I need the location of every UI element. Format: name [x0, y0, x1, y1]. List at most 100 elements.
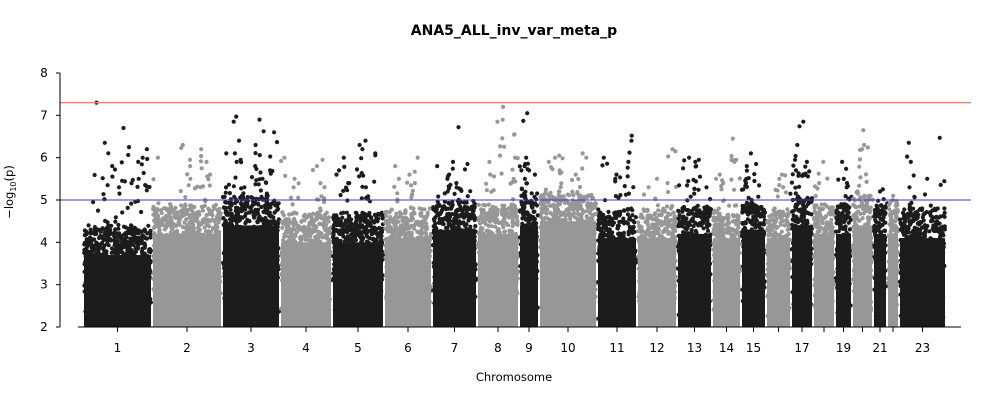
data-point [157, 228, 162, 233]
data-point [281, 238, 286, 243]
chart-title: ANA5_ALL_inv_var_meta_p [411, 23, 617, 39]
data-point [106, 243, 111, 248]
data-point [338, 219, 343, 224]
data-point [528, 213, 533, 219]
data-point [108, 237, 113, 242]
data-point [203, 218, 208, 223]
data-point [176, 220, 181, 225]
data-point [367, 235, 372, 241]
data-point [102, 237, 107, 242]
data-point [233, 208, 238, 213]
data-point [177, 214, 182, 219]
data-point [112, 167, 118, 172]
data-point [182, 212, 187, 217]
data-point [268, 154, 273, 159]
data-point [397, 210, 402, 215]
data-point [102, 243, 107, 248]
peak-point [341, 155, 346, 160]
data-point [229, 203, 234, 208]
data-point [359, 213, 364, 218]
data-point [577, 184, 583, 190]
data-point [383, 210, 388, 215]
data-point [276, 206, 281, 212]
data-point [579, 213, 584, 218]
data-point [139, 229, 144, 234]
data-point [292, 216, 297, 221]
data-point [243, 220, 248, 225]
data-point [173, 205, 178, 210]
data-point [172, 211, 177, 216]
data-point [187, 215, 192, 220]
peak-point [105, 183, 110, 188]
data-point [96, 249, 101, 254]
data-point [351, 237, 357, 243]
data-point [576, 202, 581, 207]
data-point [347, 181, 352, 186]
data-point [486, 230, 491, 235]
data-point [458, 204, 463, 209]
data-point [377, 212, 383, 217]
data-point [590, 204, 595, 209]
data-point [363, 216, 368, 221]
data-point [560, 156, 565, 161]
chromosome-6-points [383, 155, 434, 327]
data-point [502, 216, 507, 221]
data-point [249, 175, 255, 180]
data-point [519, 200, 524, 205]
data-point [82, 242, 87, 247]
data-point [374, 216, 379, 221]
data-point [132, 250, 137, 255]
data-point [403, 211, 408, 216]
data-point [288, 195, 294, 200]
data-point [405, 180, 410, 185]
data-point [318, 206, 323, 211]
data-point [224, 209, 229, 215]
data-point [409, 183, 414, 188]
data-point [410, 216, 415, 221]
data-point [215, 208, 220, 213]
peak-point [253, 164, 258, 169]
data-point [314, 216, 320, 221]
data-point [559, 181, 564, 186]
data-point [434, 204, 439, 209]
data-point [580, 207, 585, 213]
data-point [424, 215, 429, 220]
data-point [293, 221, 298, 226]
data-point [432, 218, 437, 223]
data-point [292, 210, 297, 215]
data-point [242, 214, 248, 219]
data-point [153, 213, 158, 218]
data-point [406, 232, 411, 237]
data-point [96, 242, 101, 247]
data-point [523, 189, 528, 194]
data-point [144, 236, 149, 241]
data-point [174, 215, 179, 221]
data-point [443, 215, 448, 220]
chromosome-5-core [333, 242, 383, 327]
data-point [473, 224, 478, 229]
data-point [155, 216, 161, 221]
data-point [156, 201, 161, 206]
data-point [241, 191, 246, 196]
data-point [88, 230, 93, 235]
data-point [580, 166, 585, 171]
data-point [197, 221, 202, 226]
data-point [347, 213, 352, 219]
data-point [185, 223, 190, 228]
peak-point [573, 172, 578, 177]
chromosome-1-points [82, 100, 153, 327]
data-point [519, 168, 524, 173]
chromosome-5-points [330, 138, 386, 327]
data-point [497, 153, 503, 158]
chromosome-9-core [520, 225, 538, 327]
data-point [534, 203, 540, 208]
data-points [82, 100, 948, 327]
peak-point [102, 140, 107, 145]
data-point [283, 173, 288, 178]
data-point [269, 219, 274, 224]
data-point [397, 214, 403, 219]
chromosome-3-core [223, 225, 279, 327]
peak-point [511, 176, 516, 181]
data-point [332, 222, 337, 227]
data-point [522, 205, 527, 210]
